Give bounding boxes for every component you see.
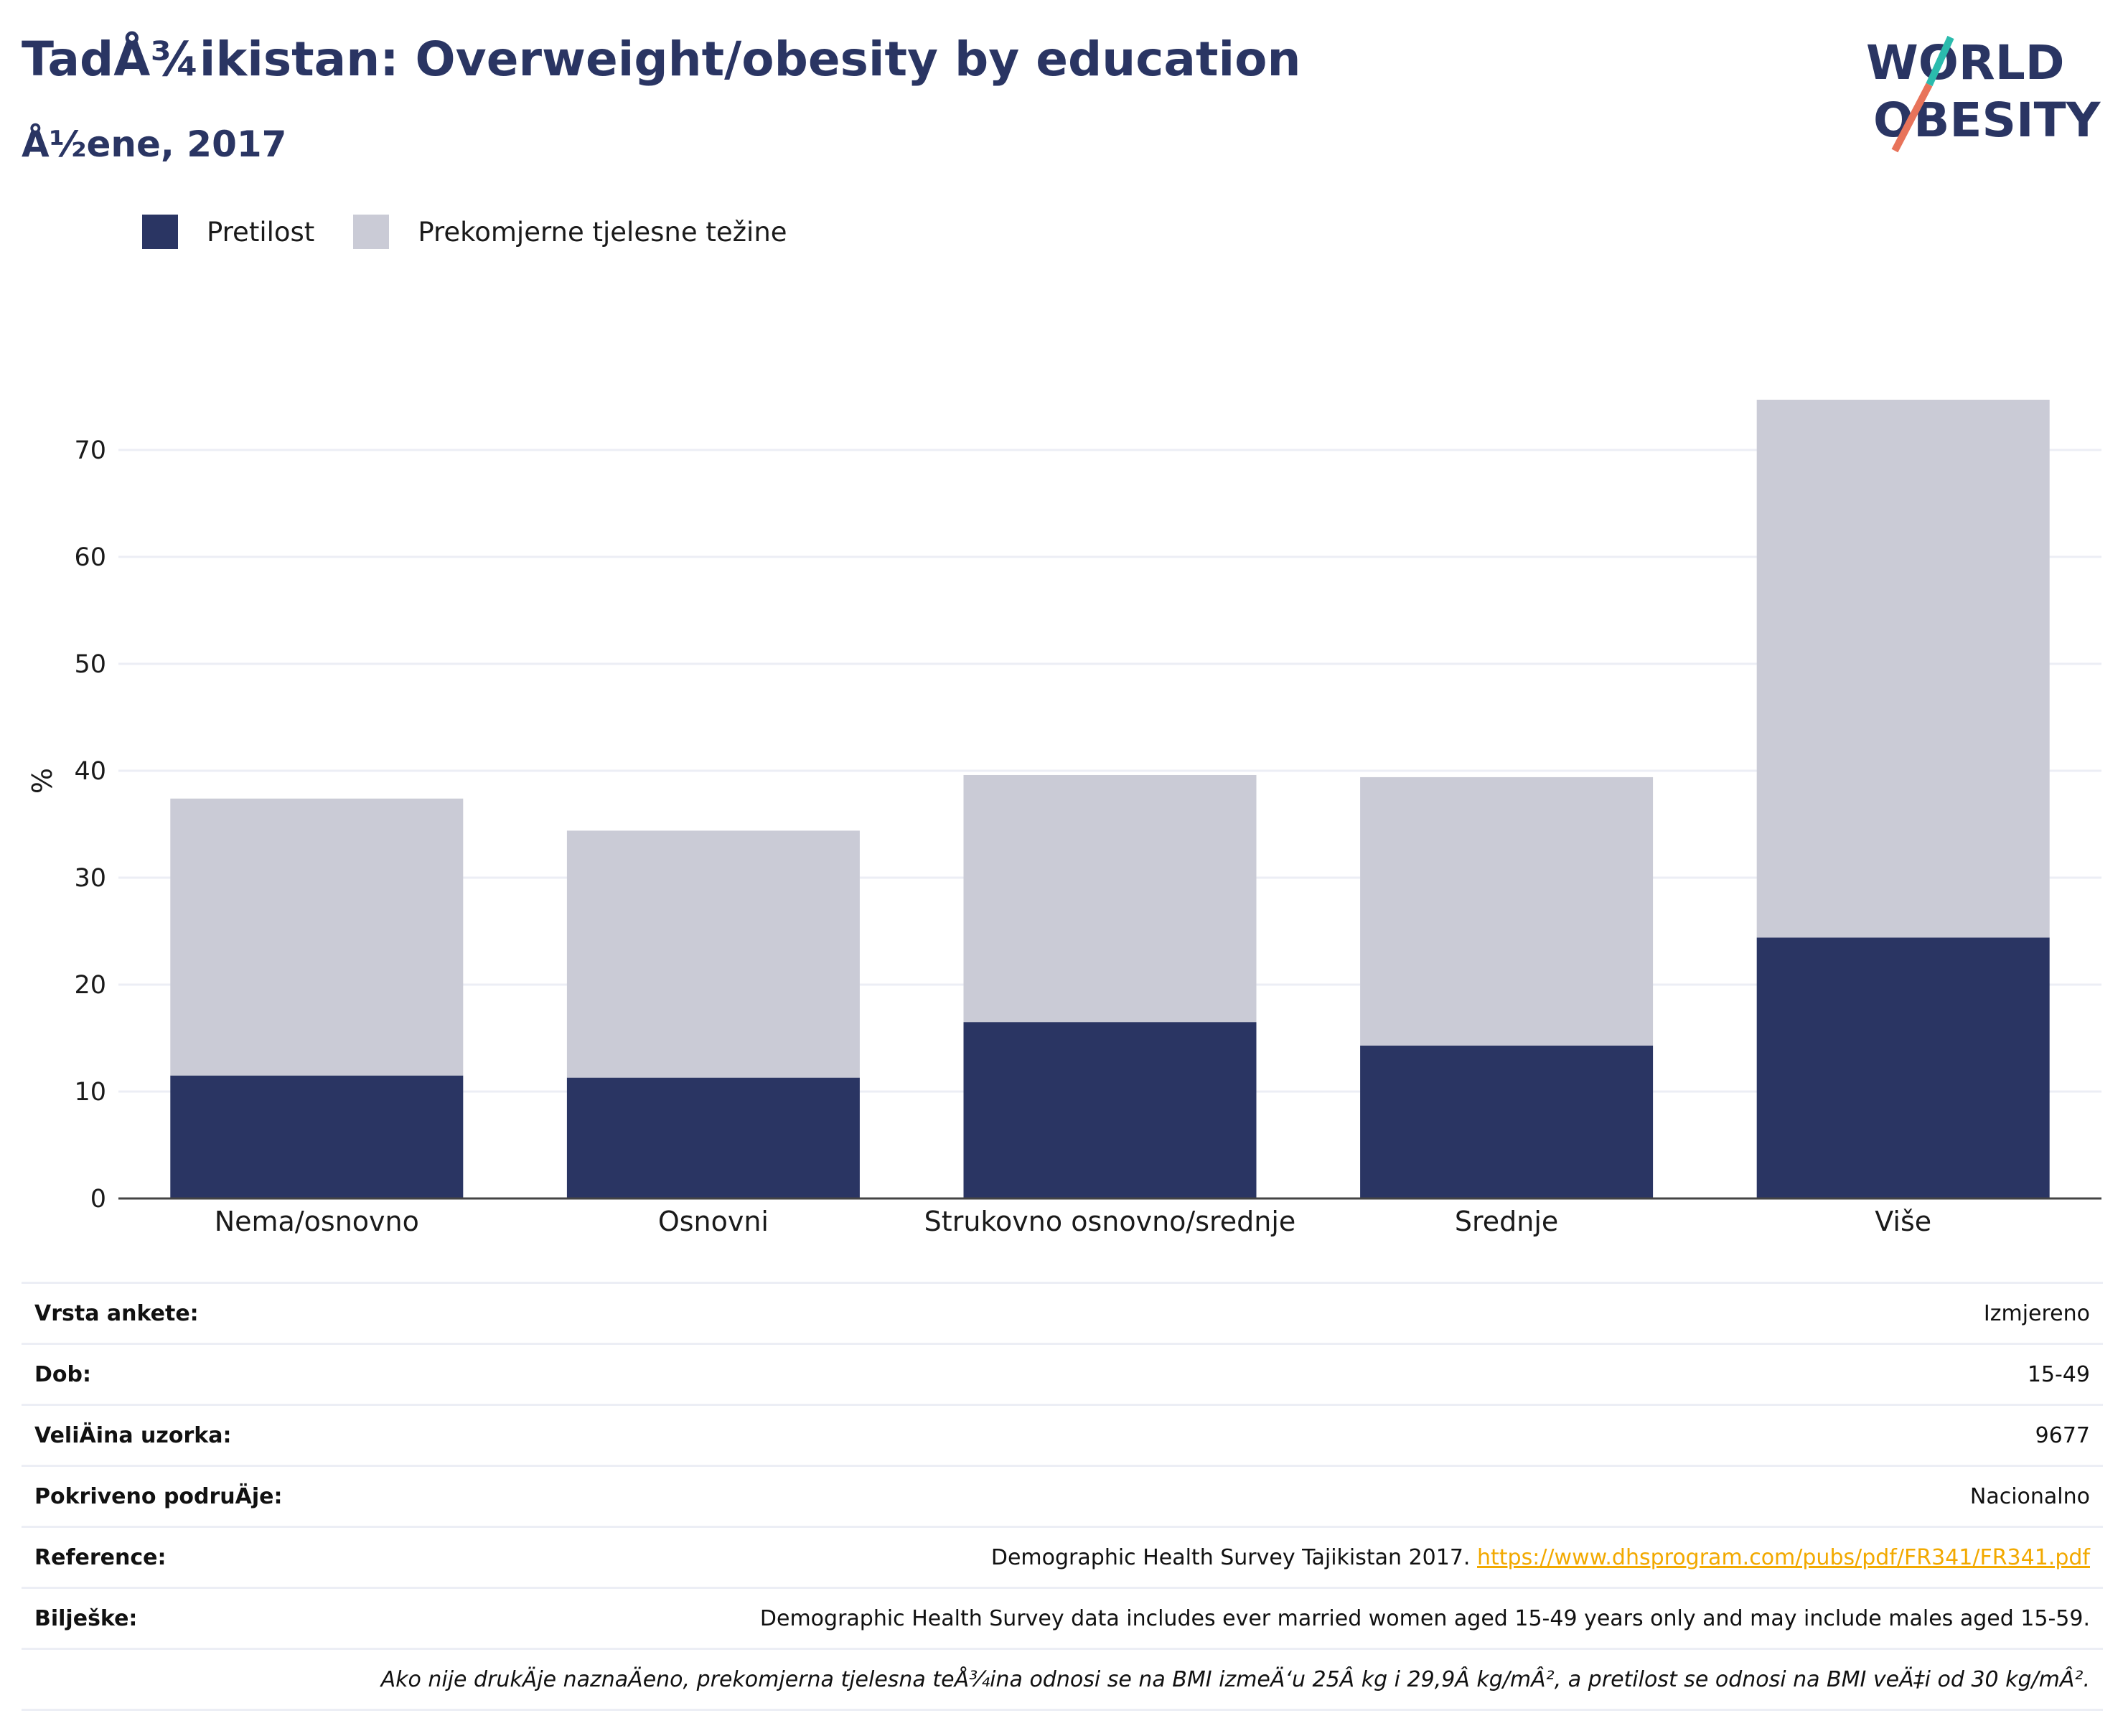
info-value: 9677: [2035, 1423, 2103, 1448]
y-tick-label: 40: [74, 757, 106, 786]
legend-swatch-overweight: [353, 215, 389, 249]
bar-obesity: [567, 1078, 860, 1198]
legend: Pretilost Prekomjerne tjelesne težine: [142, 212, 826, 251]
page-title: TadÅ¾ikistan: Overweight/obesity by educ…: [22, 32, 1300, 87]
y-tick-label: 0: [90, 1185, 106, 1214]
info-row-survey-type: Vrsta ankete: Izmjereno: [22, 1282, 2103, 1343]
info-key: Dob:: [22, 1362, 91, 1387]
x-category-label: Više: [1875, 1206, 1931, 1237]
x-category-label: Nema/osnovno: [215, 1206, 419, 1237]
info-row-notes: Bilješke: Demographic Health Survey data…: [22, 1587, 2103, 1648]
y-tick-label: 10: [74, 1078, 106, 1107]
info-row-area-covered: Pokriveno podruÄ je: Nacionalno: [22, 1465, 2103, 1526]
legend-label-overweight: Prekomjerne tjelesne težine: [418, 217, 787, 248]
info-row-sample-size: VeliÄ ina uzorka: 9677: [22, 1404, 2103, 1465]
definition-note: Ako nije drukÄ je naznaÄ eno, prekomjern…: [381, 1667, 2103, 1692]
info-key: Vrsta ankete:: [22, 1301, 199, 1326]
x-category-label: Srednje: [1455, 1206, 1558, 1237]
y-tick-label: 20: [74, 971, 106, 1000]
bar-overweight: [1757, 400, 2050, 937]
bar-obesity: [1360, 1046, 1653, 1198]
reference-link[interactable]: https://www.dhsprogram.com/pubs/pdf/FR34…: [1477, 1545, 2090, 1570]
info-value: 15-49: [2028, 1362, 2103, 1387]
info-value: Nacionalno: [1970, 1484, 2103, 1509]
y-tick-label: 50: [74, 650, 106, 679]
info-key: Pokriveno podruÄ je:: [22, 1484, 283, 1509]
info-key: VeliÄ ina uzorka:: [22, 1423, 231, 1448]
y-axis-label: %: [27, 768, 58, 794]
bar-obesity: [1757, 937, 2050, 1198]
y-tick-label: 70: [74, 436, 106, 465]
bar-overweight: [1360, 777, 1653, 1046]
bar-overweight: [964, 775, 1257, 1022]
bar-chart: 0 10 20 30 40 50 60 70% Nema/osnovno Osnovni Struk…: [0, 373, 2123, 1256]
y-tick-label: 30: [74, 864, 106, 893]
survey-info-table: Vrsta ankete: Izmjereno Dob: 15-49 VeliÄ…: [22, 1282, 2103, 1711]
info-key: Bilješke:: [22, 1606, 137, 1631]
bar-overweight: [170, 799, 463, 1076]
legend-item-overweight[interactable]: Prekomjerne tjelesne težine: [353, 215, 787, 249]
logo-word-1: WORLD: [1866, 35, 2065, 90]
info-value: Demographic Health Survey Tajikistan 201…: [991, 1545, 2103, 1570]
world-obesity-logo: WORLD OBESITY: [1866, 29, 2110, 158]
legend-swatch-obesity: [142, 215, 178, 249]
info-row-definition: Ako nije drukÄ je naznaÄ eno, prekomjern…: [22, 1648, 2103, 1711]
info-value: Demographic Health Survey data includes …: [760, 1606, 2103, 1631]
bar-obesity: [170, 1076, 463, 1198]
reference-text: Demographic Health Survey Tajikistan 201…: [991, 1545, 1477, 1570]
legend-label-obesity: Pretilost: [207, 217, 314, 248]
legend-item-obesity[interactable]: Pretilost: [142, 215, 314, 249]
y-tick-label: 60: [74, 543, 106, 572]
info-key: Reference:: [22, 1545, 166, 1570]
bar-obesity: [964, 1022, 1257, 1198]
info-row-age: Dob: 15-49: [22, 1343, 2103, 1404]
info-row-reference: Reference: Demographic Health Survey Taj…: [22, 1526, 2103, 1587]
page-subtitle: Å½ene, 2017: [22, 123, 286, 165]
info-value: Izmjereno: [1984, 1301, 2103, 1326]
bar-overweight: [567, 830, 860, 1077]
x-category-label: Osnovni: [658, 1206, 769, 1237]
x-category-label: Strukovno osnovno/srednje: [924, 1206, 1296, 1237]
